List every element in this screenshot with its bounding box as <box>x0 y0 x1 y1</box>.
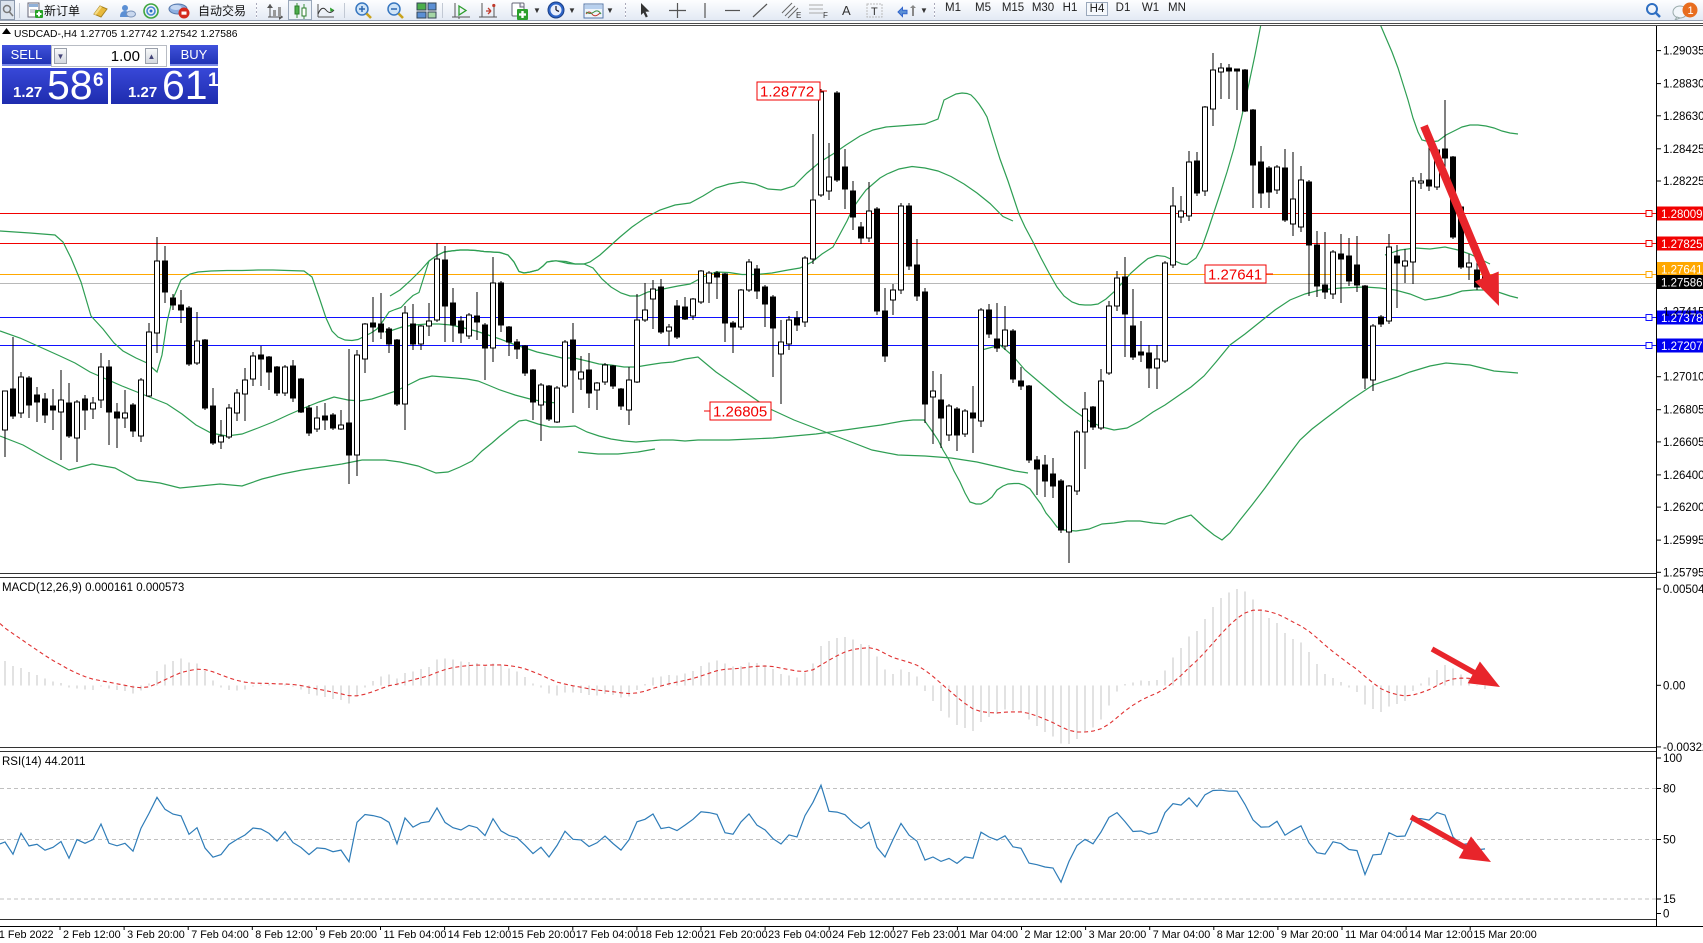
svg-text:1.27705 1.27742 1.27542 1.2758: 1.27705 1.27742 1.27542 1.27586 <box>80 29 238 40</box>
svg-text:1.28772: 1.28772 <box>760 84 814 101</box>
svg-text:E: E <box>796 11 801 19</box>
svg-text:1.27207: 1.27207 <box>1661 341 1703 353</box>
svg-text:2 Feb 12:00: 2 Feb 12:00 <box>63 929 121 941</box>
svg-text:1.28009: 1.28009 <box>1661 209 1703 221</box>
svg-text:18 Feb 12:00: 18 Feb 12:00 <box>640 929 704 941</box>
svg-text:11 Feb 04:00: 11 Feb 04:00 <box>384 929 447 941</box>
svg-text:1.27010: 1.27010 <box>1663 372 1703 384</box>
svg-text:24 Feb 12:00: 24 Feb 12:00 <box>832 929 896 941</box>
svg-text:1.28830: 1.28830 <box>1663 79 1703 91</box>
svg-text:MACD(12,26,9) 0.000161 0.00057: MACD(12,26,9) 0.000161 0.000573 <box>2 582 184 594</box>
svg-text:8 Mar 12:00: 8 Mar 12:00 <box>1217 929 1275 941</box>
svg-text:USDCAD-,H4: USDCAD-,H4 <box>14 29 77 40</box>
svg-text:50: 50 <box>1663 835 1676 847</box>
svg-text:1.26200: 1.26200 <box>1663 502 1703 514</box>
svg-text:1.28225: 1.28225 <box>1663 176 1703 188</box>
svg-text:RSI(14) 44.2011: RSI(14) 44.2011 <box>2 756 86 768</box>
svg-text:1: 1 <box>1688 5 1694 17</box>
svg-text:1.26805: 1.26805 <box>713 404 767 421</box>
svg-text:1.29035: 1.29035 <box>1663 46 1703 58</box>
svg-text:1.26605: 1.26605 <box>1663 437 1703 449</box>
svg-text:1.26400: 1.26400 <box>1663 470 1703 482</box>
svg-text:1 Mar 04:00: 1 Mar 04:00 <box>960 929 1018 941</box>
svg-text:-0.003227: -0.003227 <box>1663 742 1703 754</box>
svg-text:17 Feb 04:00: 17 Feb 04:00 <box>576 929 640 941</box>
svg-text:1.25995: 1.25995 <box>1663 535 1703 547</box>
svg-text:1.27825: 1.27825 <box>1661 239 1703 251</box>
svg-text:1.28425: 1.28425 <box>1663 144 1703 156</box>
svg-text:T: T <box>871 6 878 18</box>
svg-text:0: 0 <box>1663 909 1669 921</box>
svg-text:1.26805: 1.26805 <box>1663 405 1703 417</box>
svg-text:0.005047: 0.005047 <box>1663 584 1703 596</box>
svg-text:1.27641: 1.27641 <box>1208 267 1262 284</box>
svg-text:80: 80 <box>1663 784 1676 796</box>
svg-text:2 Mar 12:00: 2 Mar 12:00 <box>1025 929 1083 941</box>
svg-text:14 Mar 12:00: 14 Mar 12:00 <box>1409 929 1473 941</box>
svg-text:15 Mar 20:00: 15 Mar 20:00 <box>1473 929 1537 941</box>
svg-text:1 Feb 2022: 1 Feb 2022 <box>0 929 54 941</box>
svg-text:F: F <box>823 11 828 19</box>
svg-text:15 Feb 20:00: 15 Feb 20:00 <box>512 929 576 941</box>
svg-text:0.00: 0.00 <box>1663 680 1685 692</box>
svg-text:15: 15 <box>1663 894 1676 906</box>
svg-text:14 Feb 12:00: 14 Feb 12:00 <box>448 929 512 941</box>
svg-text:9 Mar 20:00: 9 Mar 20:00 <box>1281 929 1339 941</box>
svg-text:3 Feb 20:00: 3 Feb 20:00 <box>127 929 185 941</box>
svg-text:8 Feb 12:00: 8 Feb 12:00 <box>255 929 313 941</box>
svg-text:1.28630: 1.28630 <box>1663 111 1703 123</box>
svg-text:1.27378: 1.27378 <box>1661 313 1703 325</box>
svg-text:1.25795: 1.25795 <box>1663 567 1703 579</box>
svg-text:7 Mar 04:00: 7 Mar 04:00 <box>1153 929 1211 941</box>
svg-text:11 Mar 04:00: 11 Mar 04:00 <box>1345 929 1408 941</box>
svg-text:1.27415: 1.27415 <box>1663 306 1703 318</box>
svg-text:1.27641: 1.27641 <box>1661 265 1703 277</box>
svg-text:27 Feb 23:00: 27 Feb 23:00 <box>896 929 960 941</box>
svg-text:7 Feb 04:00: 7 Feb 04:00 <box>191 929 249 941</box>
svg-text:21 Feb 20:00: 21 Feb 20:00 <box>704 929 768 941</box>
svg-text:3 Mar 20:00: 3 Mar 20:00 <box>1089 929 1147 941</box>
svg-text:100: 100 <box>1663 753 1682 765</box>
svg-text:23 Feb 04:00: 23 Feb 04:00 <box>768 929 832 941</box>
svg-text:9 Feb 20:00: 9 Feb 20:00 <box>319 929 377 941</box>
svg-text:1.27586: 1.27586 <box>1661 278 1703 290</box>
